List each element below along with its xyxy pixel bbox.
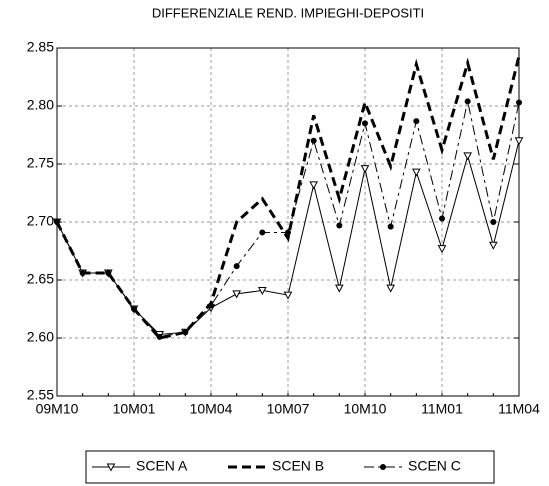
marker: [259, 229, 266, 236]
x-tick-label: 10M01: [113, 401, 156, 417]
x-tick-label: 09M10: [36, 401, 79, 417]
legend-label: SCEN A: [136, 458, 188, 474]
x-tick-label: 10M04: [190, 401, 233, 417]
x-tick-label: 11M04: [498, 401, 540, 417]
y-tick-label: 2.75: [27, 155, 54, 171]
marker: [362, 120, 368, 127]
marker: [285, 229, 291, 236]
marker: [232, 290, 242, 299]
marker: [463, 152, 473, 161]
marker: [283, 291, 293, 300]
marker: [336, 222, 343, 229]
marker: [380, 464, 386, 470]
marker: [310, 137, 317, 144]
marker: [106, 463, 116, 472]
marker: [105, 270, 112, 277]
marker: [360, 165, 370, 174]
marker: [131, 306, 137, 312]
y-tick-label: 2.70: [27, 213, 54, 229]
y-tick-label: 2.80: [27, 97, 54, 113]
marker: [514, 137, 524, 146]
y-tick-label: 2.85: [27, 39, 54, 55]
marker: [411, 168, 421, 177]
marker: [334, 284, 344, 293]
marker: [309, 181, 319, 190]
marker: [54, 219, 60, 225]
marker: [182, 329, 189, 336]
marker: [233, 263, 240, 270]
marker: [490, 219, 497, 225]
y-tick-label: 2.60: [27, 329, 54, 345]
marker: [386, 284, 396, 293]
legend-label: SCEN C: [408, 458, 461, 474]
marker: [437, 245, 447, 254]
marker: [387, 223, 394, 230]
marker: [208, 302, 214, 309]
chart-title: DIFFERENZIALE REND. IMPIEGHI-DEPOSITI: [152, 5, 424, 20]
marker: [488, 241, 498, 250]
legend: SCEN A SCEN B SCEN C: [85, 450, 495, 484]
y-tick-label: 2.55: [27, 387, 54, 403]
marker: [156, 333, 163, 340]
marker: [79, 270, 86, 277]
marker: [257, 286, 267, 295]
marker: [413, 118, 420, 125]
marker: [516, 99, 522, 106]
x-tick-label: 10M07: [267, 401, 310, 417]
legend-box: [85, 450, 495, 484]
marker: [464, 98, 471, 105]
y-tick-label: 2.65: [27, 271, 54, 287]
x-tick-label: 10M10: [344, 401, 387, 417]
x-tick-label: 11M01: [421, 401, 463, 417]
marker: [439, 215, 445, 222]
legend-label: SCEN B: [272, 458, 324, 474]
